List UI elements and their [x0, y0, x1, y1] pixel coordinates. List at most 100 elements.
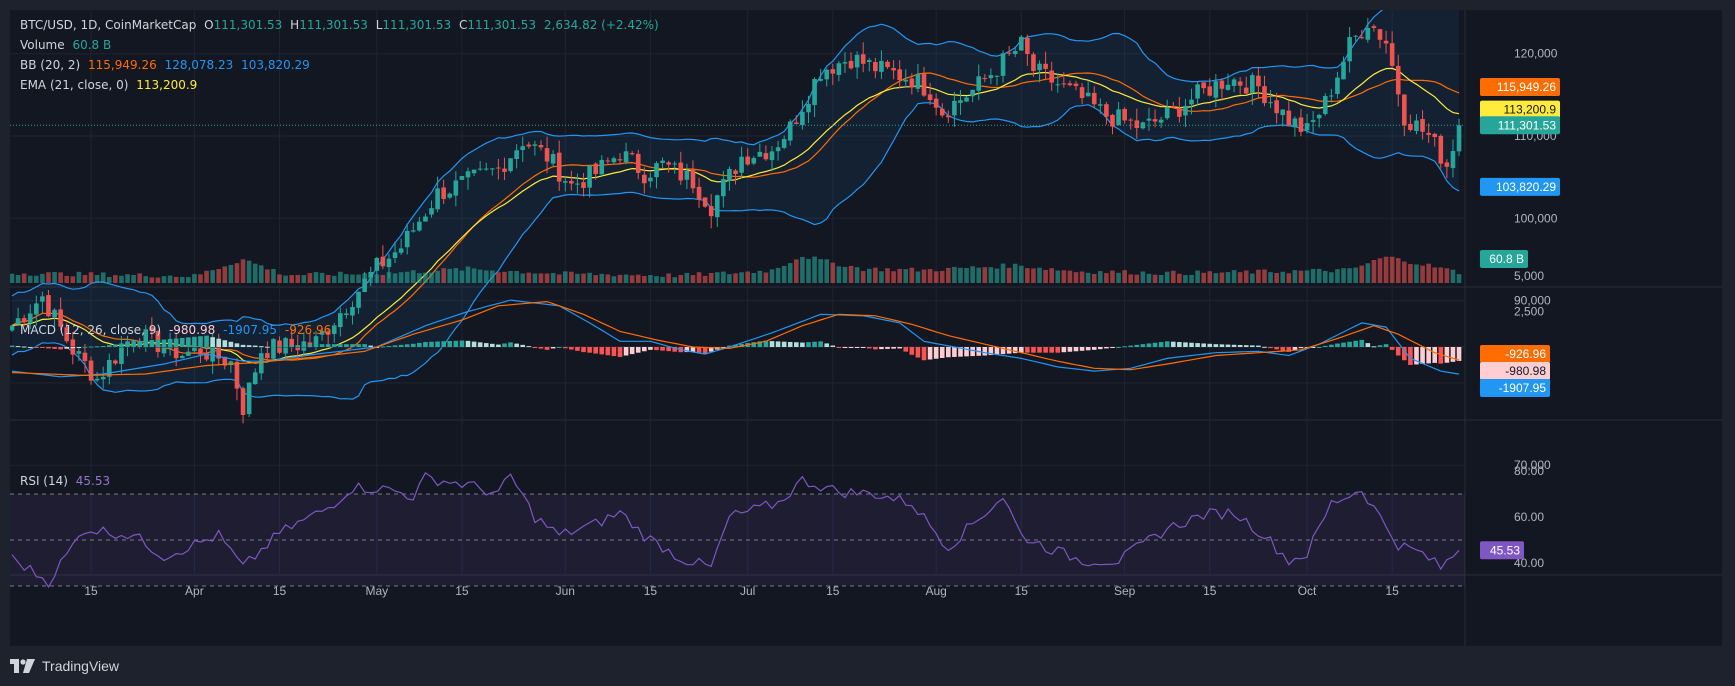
candle-body [453, 180, 459, 196]
macd-hist-bar [234, 343, 240, 347]
macd-hist-bar [1201, 343, 1206, 347]
macd-hist-bar [824, 343, 830, 347]
volume-bar [708, 272, 714, 283]
candle-body [854, 54, 860, 68]
chart-svg[interactable]: 120,000110,000100,00090,00080,00070,0005… [10, 10, 1722, 646]
macd-hist-bar [927, 347, 933, 360]
macd-hist-bar [52, 347, 57, 349]
volume-bar [1341, 268, 1346, 283]
volume-bar [1122, 270, 1127, 283]
candle-body [1031, 54, 1036, 72]
candle-body [696, 186, 702, 200]
candle-body [879, 60, 884, 72]
low-value: 111,301.53 [382, 18, 452, 32]
volume-bar [58, 272, 63, 283]
candle-body [1000, 53, 1006, 76]
price-badge: 103,820.29 [1496, 180, 1556, 194]
candle-body [848, 60, 854, 69]
macd-hist-bar [1207, 343, 1213, 347]
candle-body [648, 177, 653, 182]
macd-hist-bar [562, 347, 568, 349]
volume-bar [885, 268, 890, 283]
macd-hist-bar [666, 347, 671, 352]
macd-hist-bar [1432, 347, 1438, 363]
candle-body [733, 170, 738, 175]
macd-hist-bar [538, 347, 544, 349]
macd-hist-bar [179, 337, 185, 347]
macd-hist-bar [1389, 347, 1395, 350]
candle-body [818, 79, 823, 81]
volume-bar [82, 275, 88, 283]
macd-hist-bar [684, 347, 690, 353]
volume-bar [119, 275, 124, 283]
macd-hist-bar [350, 344, 355, 347]
macd-hist-bar [465, 340, 471, 347]
candle-body [605, 160, 611, 162]
macd-hist-bar [526, 346, 532, 348]
ema-legend[interactable]: EMA (21, close, 0) 113,200.9 [20, 77, 201, 93]
tradingview-logo[interactable]: TradingView [10, 658, 119, 674]
volume-bar [1438, 267, 1444, 283]
macd-hist-bar [1152, 342, 1158, 347]
candle-body [1231, 79, 1237, 86]
rsi-legend[interactable]: RSI (14) 45.53 [20, 473, 114, 489]
macd-badge: -1907.95 [1499, 381, 1547, 395]
candle-body [1067, 83, 1073, 86]
bb-legend[interactable]: BB (20, 2) 115,949.26 128,078.23 103,820… [20, 57, 314, 73]
candle-body [204, 352, 209, 360]
candle-body [739, 156, 744, 173]
macd-hist-bar [10, 345, 15, 347]
candle-body [58, 309, 63, 327]
volume-legend[interactable]: Volume 60.8 B [20, 37, 115, 53]
candle-body [800, 111, 805, 126]
macd-hist-bar [1322, 345, 1328, 347]
volume-bar [149, 277, 155, 283]
open-label: O [204, 18, 214, 32]
rsi-value: 45.53 [75, 474, 111, 488]
candle-body [617, 159, 623, 161]
candle-body [295, 345, 301, 351]
macd-hist-bar [70, 347, 76, 349]
candle-body [1256, 75, 1261, 87]
candle-body [1450, 150, 1456, 169]
time-tick-label: 15 [84, 584, 98, 598]
volume-bar [1426, 263, 1431, 283]
candle-body [1146, 118, 1152, 121]
volume-bar [866, 268, 872, 283]
volume-bar [228, 264, 234, 283]
volume-bar [1189, 274, 1194, 283]
macd-hist-bar [1116, 347, 1121, 348]
macd-hist-bar [435, 341, 440, 347]
candle-body [240, 388, 246, 416]
volume-bar [1067, 270, 1073, 283]
volume-bar [1304, 270, 1310, 283]
volume-bar [216, 268, 222, 283]
macd-hist-bar [848, 347, 854, 348]
volume-bar [569, 271, 574, 283]
macd-hist-bar [307, 344, 313, 347]
macd-hist-bar [605, 347, 611, 356]
volume-bar [1134, 274, 1140, 283]
volume-bar [186, 277, 191, 283]
volume-bar [441, 268, 446, 283]
macd-hist-bar [356, 344, 361, 347]
candle-body [1018, 36, 1024, 51]
candle-body [338, 313, 343, 328]
macd-hist-bar [617, 347, 623, 357]
candle-body [106, 360, 112, 377]
candle-body [465, 171, 471, 178]
volume-bar [1104, 273, 1109, 283]
volume-bar [167, 275, 173, 283]
candle-body [1079, 87, 1085, 99]
brand-label: TradingView [42, 658, 120, 674]
volume-bar [812, 256, 817, 283]
candle-body [471, 169, 477, 174]
macd-legend[interactable]: MACD (12, 26, close, 9) -980.98 -1907.95… [20, 322, 335, 338]
candle-body [763, 153, 769, 160]
volume-bar [550, 272, 556, 283]
close-label: C [458, 18, 468, 32]
volume-bar [198, 274, 203, 283]
symbol-label[interactable]: BTC/USD, 1D, CoinMarketCap [20, 18, 197, 32]
macd-hist-bar [812, 341, 817, 347]
bb-lower-value: 103,820.29 [241, 58, 310, 72]
